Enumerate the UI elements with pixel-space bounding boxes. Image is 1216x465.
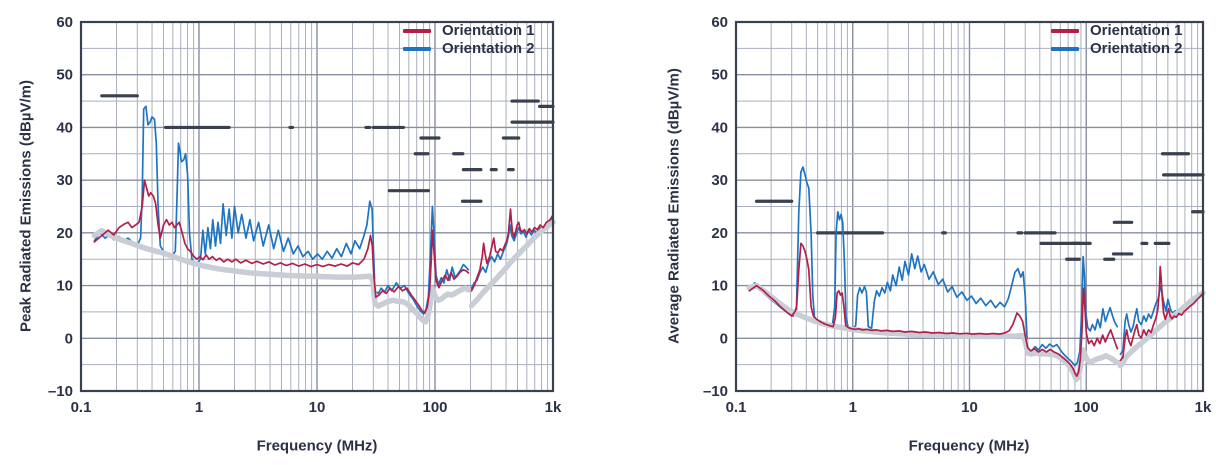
legend-swatch-orientation-2	[403, 47, 431, 51]
y-tick-label: –10	[48, 383, 73, 400]
plot-border	[79, 20, 555, 393]
legend-label-orientation-1: Orientation 1	[1090, 22, 1183, 39]
y-tick-label: –10	[703, 383, 728, 400]
legend-item-orientation-1: Orientation 1	[1051, 22, 1183, 39]
x-tick-label: 1	[849, 399, 857, 416]
x-tick-label: 10	[961, 399, 978, 416]
legend-swatch-orientation-2	[1051, 47, 1079, 51]
series-orientation-1	[93, 179, 554, 314]
y-tick-label: 30	[711, 172, 728, 189]
legend-label-orientation-1: Orientation 1	[442, 22, 535, 39]
y-tick-label: 50	[56, 67, 73, 84]
legend-label-orientation-2: Orientation 2	[442, 40, 535, 57]
y-tick-label: 40	[56, 119, 73, 136]
x-tick-label: 100	[1074, 399, 1099, 416]
gridlines	[80, 21, 554, 392]
x-tick-label: 1	[195, 399, 203, 416]
peak-x-axis-title: Frequency (MHz)	[256, 437, 378, 455]
x-tick-label: 100	[422, 399, 447, 416]
y-tick-label: 60	[56, 14, 73, 31]
average-y-axis-title: Average Radiated Emissions (dBµV/m)	[665, 68, 683, 344]
legend-item-orientation-2: Orientation 2	[1051, 40, 1183, 57]
limit-line-segments	[100, 94, 555, 203]
y-tick-label: 0	[65, 330, 73, 347]
limit-line-segments	[754, 152, 1205, 261]
series-noise-floor	[91, 219, 556, 325]
y-tick-label: 40	[711, 119, 728, 136]
legend-label-orientation-2: Orientation 2	[1090, 40, 1183, 57]
y-tick-label: 60	[711, 14, 728, 31]
legend-item-orientation-2: Orientation 2	[403, 40, 535, 57]
y-tick-label: 30	[56, 172, 73, 189]
y-tick-label: 0	[720, 330, 728, 347]
x-tick-label: 0.1	[726, 399, 747, 416]
plot-border	[734, 20, 1205, 393]
legend-swatch-orientation-1	[1051, 29, 1079, 33]
y-tick-label: 10	[56, 278, 73, 295]
series-orientation-1	[748, 242, 1204, 378]
y-tick-label: 20	[56, 225, 73, 242]
x-tick-label: 1k	[1195, 399, 1212, 416]
peak-y-axis-title: Peak Radiated Emissions (dBµV/m)	[17, 79, 35, 333]
average-x-axis-title: Frequency (MHz)	[908, 437, 1030, 455]
legend-swatch-orientation-1	[403, 29, 431, 33]
average-legend: Orientation 1 Orientation 2	[1051, 22, 1183, 57]
y-tick-label: 50	[711, 67, 728, 84]
x-tick-label: 0.1	[71, 399, 92, 416]
legend-item-orientation-1: Orientation 1	[403, 22, 535, 39]
series-noise-floor	[746, 282, 1206, 383]
y-tick-label: 10	[711, 278, 728, 295]
peak-legend: Orientation 1 Orientation 2	[403, 22, 535, 57]
x-tick-label: 1k	[545, 399, 562, 416]
y-tick-label: 20	[711, 225, 728, 242]
x-tick-label: 10	[309, 399, 326, 416]
